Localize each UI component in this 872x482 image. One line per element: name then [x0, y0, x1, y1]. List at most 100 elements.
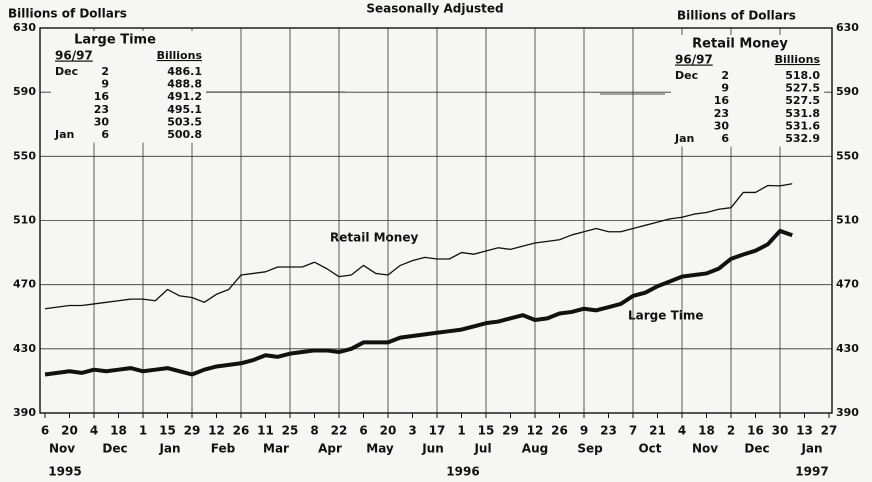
month-label: Jun: [421, 442, 444, 456]
x-tick-label: 25: [282, 424, 299, 438]
y-tick-label: 390: [836, 406, 859, 419]
table-cell: 30: [94, 115, 110, 128]
table-cell: Dec: [675, 69, 698, 82]
x-tick-label: 13: [796, 424, 813, 438]
table-bg: [51, 31, 206, 143]
x-tick-label: 20: [380, 424, 397, 438]
month-label: Oct: [638, 442, 661, 456]
y-tick-label: 510: [13, 214, 36, 227]
y-tick-label: 630: [836, 21, 859, 34]
x-tick-label: 26: [551, 424, 568, 438]
month-label: Dec: [744, 442, 769, 456]
table-cell: 30: [714, 119, 730, 132]
x-tick-label: 18: [110, 424, 127, 438]
x-tick-label: 6: [41, 424, 49, 438]
x-tick-label: 16: [747, 424, 764, 438]
series-label: Retail Money: [330, 231, 418, 245]
table-cell: 527.5: [785, 82, 820, 95]
year-label: 1996: [446, 465, 479, 479]
year-label: 1997: [795, 465, 828, 479]
x-tick-label: 27: [821, 424, 838, 438]
month-label: Aug: [522, 442, 548, 456]
x-tick-label: 2: [727, 424, 735, 438]
y-tick-label: 630: [13, 21, 36, 34]
x-tick-label: 4: [90, 424, 98, 438]
x-tick-label: 20: [61, 424, 78, 438]
table-cell: 531.8: [785, 107, 820, 120]
table-cell: 486.1: [167, 65, 202, 78]
y-tick-label: 470: [836, 278, 859, 291]
y-axis-label-right: Billions of Dollars: [677, 9, 796, 23]
x-tick-label: 17: [429, 424, 446, 438]
month-label: Jul: [473, 442, 491, 456]
month-label: Jan: [158, 442, 180, 456]
table-cell: 9: [721, 82, 729, 95]
table-cell: 2: [721, 69, 729, 82]
y-tick-label: 430: [836, 342, 859, 355]
table-cell: 527.5: [785, 94, 820, 107]
x-tick-label: 12: [527, 424, 544, 438]
y-tick-label: 510: [836, 214, 859, 227]
x-tick-label: 12: [208, 424, 225, 438]
table-title: Retail Money: [692, 37, 788, 52]
x-tick-label: 8: [310, 424, 318, 438]
x-tick-label: 4: [678, 424, 686, 438]
table-cell: Dec: [55, 65, 78, 78]
x-tick-label: 6: [359, 424, 367, 438]
month-label: Nov: [49, 442, 75, 456]
x-tick-label: 29: [502, 424, 519, 438]
x-tick-label: 26: [233, 424, 250, 438]
y-tick-label: 550: [13, 149, 36, 162]
table-cell: 16: [714, 94, 730, 107]
table-cell: 488.8: [167, 78, 202, 91]
table-cell: 23: [94, 103, 109, 116]
table-cell: 6: [101, 128, 109, 141]
table-header: Billions: [157, 49, 203, 62]
month-label: Jan: [800, 442, 822, 456]
table-header: 96/97: [55, 49, 93, 63]
month-label: Apr: [318, 442, 342, 456]
table-cell: 531.6: [785, 119, 820, 132]
table-cell: 2: [101, 65, 109, 78]
y-tick-label: 470: [13, 278, 36, 291]
series-line: [44, 228, 793, 377]
table-cell: 6: [721, 132, 729, 145]
table-bg: [671, 35, 824, 147]
table-cell: 491.2: [167, 90, 202, 103]
month-label: Feb: [211, 442, 236, 456]
y-tick-label: 430: [13, 342, 36, 355]
plot-frame: [39, 27, 833, 414]
table-cell: 532.9: [785, 132, 820, 145]
x-tick-label: 11: [257, 424, 274, 438]
y-tick-label: 390: [13, 406, 36, 419]
chart-title: Seasonally Adjusted: [366, 2, 503, 16]
x-tick-label: 29: [184, 424, 201, 438]
table-header: 96/97: [675, 53, 713, 67]
y-axis-label-left: Billions of Dollars: [8, 7, 127, 21]
series-label: Large Time: [628, 309, 704, 323]
y-tick-label: 550: [836, 149, 859, 162]
table-cell: 495.1: [167, 103, 202, 116]
table-cell: 500.8: [167, 128, 202, 141]
x-tick-label: 1: [457, 424, 465, 438]
x-tick-label: 7: [629, 424, 637, 438]
x-tick-label: 22: [331, 424, 348, 438]
table-cell: Jan: [674, 132, 694, 145]
y-tick-label: 590: [13, 85, 36, 98]
x-tick-label: 1: [139, 424, 147, 438]
x-tick-label: 18: [698, 424, 715, 438]
x-tick-label: 3: [408, 424, 416, 438]
series-line: [44, 183, 793, 310]
table-header: Billions: [775, 53, 821, 66]
month-label: May: [366, 442, 394, 456]
y-tick-label: 590: [836, 85, 859, 98]
month-label: Sep: [577, 442, 603, 456]
month-label: Nov: [692, 442, 718, 456]
x-tick-label: 15: [159, 424, 176, 438]
table-cell: 16: [94, 90, 110, 103]
x-tick-label: 23: [600, 424, 617, 438]
x-tick-label: 30: [772, 424, 789, 438]
x-tick-label: 21: [649, 424, 666, 438]
year-label: 1995: [48, 465, 81, 479]
